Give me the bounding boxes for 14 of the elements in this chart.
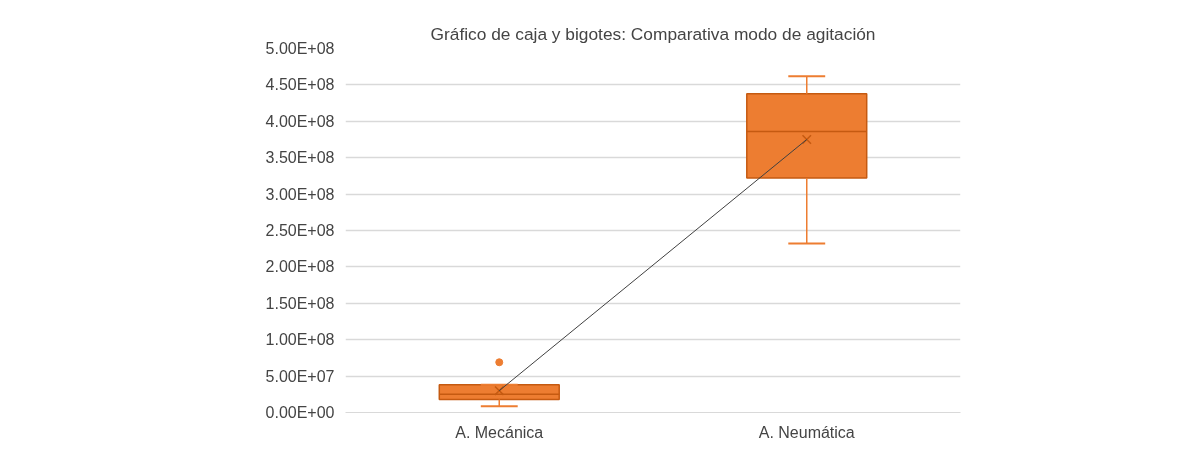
y-tick-label: 4.50E+08 [265,76,335,94]
y-tick-label: 4.00E+08 [265,112,335,130]
y-tick-label: 1.00E+08 [265,331,335,349]
y-tick-label: 0.00E+00 [265,404,335,421]
x-tick-label: A. Neumática [758,423,855,441]
y-tick-label: 3.50E+08 [265,149,335,167]
y-tick-label: 5.00E+07 [265,367,335,385]
y-tick-label: 1.50E+08 [265,294,335,312]
x-tick-label: A. Mecánica [455,423,544,441]
y-tick-label: 3.00E+08 [265,185,335,203]
chart-title: Gráfico de caja y bigotes: Comparativa modo de agitación [430,23,876,44]
y-tick-label: 2.50E+08 [265,222,335,239]
y-tick-label: 2.00E+08 [265,258,335,276]
y-tick-label: 5.00E+08 [265,40,335,57]
